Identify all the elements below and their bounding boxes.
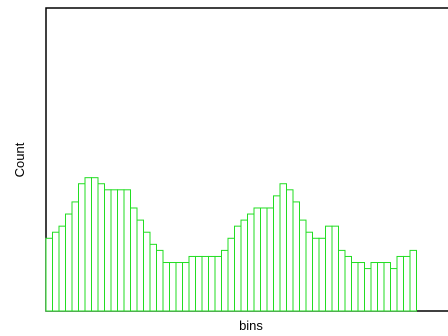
histogram-bar	[162, 262, 170, 312]
histogram-bar	[221, 249, 229, 312]
histogram-bar	[305, 231, 313, 312]
histogram-bar	[299, 219, 307, 312]
histogram-bar	[97, 183, 105, 312]
histogram-bar	[143, 231, 151, 312]
histogram-bar	[318, 237, 326, 312]
histogram-bar	[253, 207, 261, 312]
histogram-bar	[325, 225, 333, 312]
histogram-bar	[240, 219, 248, 312]
x-axis-label: bins	[239, 318, 263, 333]
histogram-bar	[214, 255, 222, 312]
histogram-bar	[292, 201, 300, 312]
histogram-bar	[279, 183, 287, 312]
histogram-bar	[156, 249, 164, 312]
histogram-bar	[45, 237, 53, 312]
histogram-bar	[234, 225, 242, 312]
histogram-bars	[45, 177, 417, 312]
histogram-bar	[377, 262, 385, 312]
histogram-bar	[104, 189, 112, 312]
histogram-bar	[344, 255, 352, 312]
histogram-bar	[201, 255, 209, 312]
histogram-bar	[91, 177, 99, 312]
histogram-bar	[247, 213, 255, 312]
y-axis-label: Count	[12, 142, 27, 177]
histogram-bar	[338, 249, 346, 312]
histogram-bar	[357, 262, 365, 312]
histogram-bar	[383, 262, 391, 312]
histogram-bar	[78, 183, 86, 312]
histogram-bar	[149, 243, 157, 312]
histogram-bar	[364, 268, 372, 312]
histogram-bar	[396, 255, 404, 312]
histogram-bar	[169, 262, 177, 312]
histogram-bar	[123, 189, 131, 312]
histogram-bar	[403, 255, 411, 312]
histogram-bar	[117, 189, 125, 312]
histogram-bar	[65, 213, 73, 312]
histogram-bar	[286, 189, 294, 312]
histogram-bar	[182, 262, 190, 312]
histogram-bar	[110, 189, 118, 312]
histogram-bar	[266, 207, 274, 312]
histogram-bar	[84, 177, 92, 312]
histogram-bar	[390, 268, 398, 312]
histogram-bar	[58, 225, 66, 312]
histogram-bar	[130, 207, 138, 312]
histogram-bar	[136, 219, 144, 312]
histogram-bar	[208, 255, 216, 312]
histogram-bar	[188, 255, 196, 312]
histogram-bar	[227, 237, 235, 312]
histogram-bar	[260, 207, 268, 312]
histogram-bar	[370, 262, 378, 312]
histogram-bar	[175, 262, 183, 312]
histogram-bar	[52, 231, 60, 312]
histogram-bar	[331, 225, 339, 312]
histogram-bar	[195, 255, 203, 312]
histogram-bar	[409, 249, 417, 312]
histogram-bar	[351, 262, 359, 312]
histogram-bar	[312, 237, 320, 312]
histogram-bar	[71, 201, 79, 312]
histogram-bar	[273, 195, 281, 312]
